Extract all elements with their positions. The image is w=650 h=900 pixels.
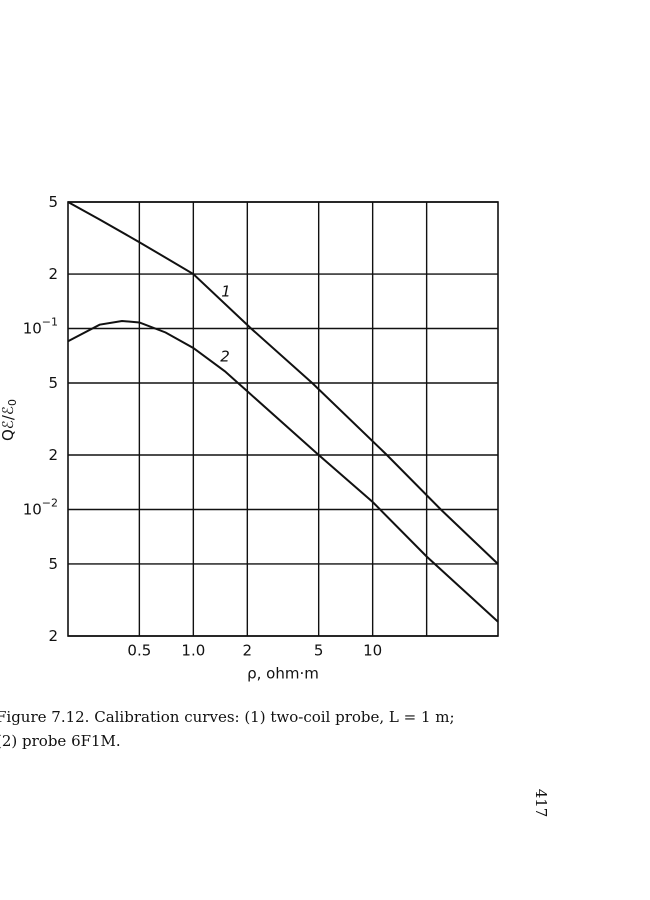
x-axis-label: ρ, ohm·m [247, 665, 319, 683]
y-axis-label: Qℰ/ℰ0 [0, 399, 19, 441]
y-tick-label: 5 [48, 373, 58, 391]
caption: Figure 7.12. Calibration curves: (1) two… [0, 708, 455, 726]
y-tick-label-text: 2 [48, 265, 58, 283]
x-tick-label: 5 [314, 642, 324, 660]
curve-label: 1 [221, 283, 231, 301]
caption: (2) probe 6F1M. [0, 732, 121, 750]
y-tick-label: 5 [48, 193, 58, 211]
curve [67, 319, 499, 623]
y-axis-label-sub: 0 [6, 399, 19, 406]
y-tick-label-text: 10 [23, 319, 42, 337]
page-number: 417 [532, 789, 550, 818]
y-tick-label-text: 2 [48, 627, 58, 645]
plot-frame [67, 201, 499, 637]
y-tick-label-text: 2 [48, 446, 58, 464]
y-tick-label-text: 10 [23, 500, 42, 518]
y-tick-label-exponent: −2 [42, 496, 58, 509]
y-tick-label: 5 [48, 554, 58, 572]
y-tick-label-text: 5 [48, 554, 58, 572]
x-tick-label: 10 [363, 642, 382, 660]
curve [67, 201, 499, 565]
x-tick-label: 2 [243, 642, 253, 660]
y-tick-label: 10−2 [23, 496, 58, 518]
y-tick-label-exponent: −1 [42, 316, 58, 329]
curve-label: 2 [220, 348, 230, 366]
y-tick-label: 10−1 [23, 316, 58, 338]
y-tick-label: 2 [48, 446, 58, 464]
y-tick-label: 2 [48, 627, 58, 645]
x-tick-label: 0.5 [127, 642, 151, 660]
y-tick-label-text: 5 [48, 193, 58, 211]
y-tick-label-text: 5 [48, 373, 58, 391]
x-tick-label: 1.0 [181, 642, 205, 660]
y-tick-label: 2 [48, 265, 58, 283]
y-axis-label-text: Qℰ/ℰ [0, 406, 17, 441]
